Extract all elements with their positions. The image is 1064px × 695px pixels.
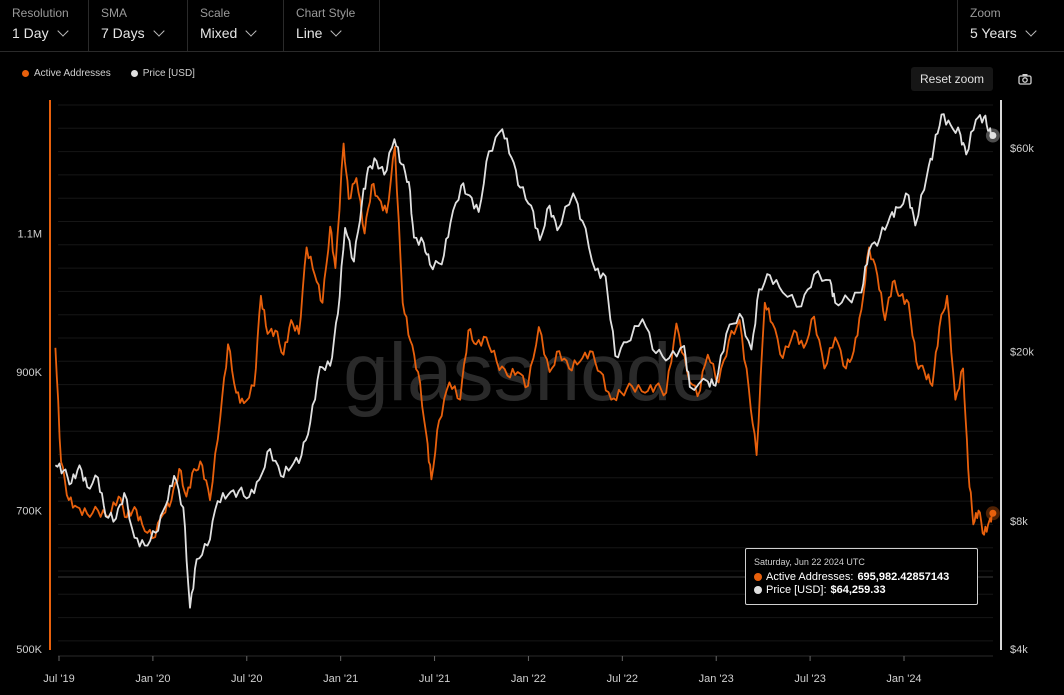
sma-label: SMA [101,6,128,20]
legend-item-active-addresses[interactable]: Active Addresses [22,68,111,79]
toolbar: Resolution 1 Day SMA 7 Days Scale Mixed … [0,0,1064,52]
chart-style-label: Chart Style [296,6,356,20]
camera-icon[interactable] [1018,72,1032,86]
tooltip-active-value: 695,982.42857143 [857,571,950,583]
price-marker [989,132,997,140]
orange-dot-icon [22,70,29,77]
legend: Active Addresses Price [USD] [22,68,195,79]
left-tick-label: 500K [16,644,42,656]
resolution-value: 1 Day [12,25,49,41]
x-tick-label: Jul '22 [607,673,638,685]
grid [58,104,993,642]
tooltip-active-label: Active Addresses: [766,571,854,583]
x-tick-label: Jan '20 [135,673,170,685]
active-marker [989,509,997,517]
scale-value: Mixed [200,25,238,41]
series-lines [54,113,994,609]
zoom-value: 5 Years [970,25,1017,41]
white-dot-icon [130,70,138,77]
scale-dropdown[interactable]: Scale Mixed [188,0,284,51]
x-tick-label: Jan '24 [886,673,921,685]
right-tick-label: $8k [1010,516,1028,528]
chart-style-dropdown[interactable]: Chart Style Line [284,0,380,51]
orange-dot-icon [754,573,762,581]
price-line [54,113,994,609]
tooltip-price-label: Price [USD]: [766,584,827,596]
resolution-label: Resolution [12,6,69,20]
x-tick-label: Jan '23 [699,673,734,685]
legend-label: Active Addresses [34,68,111,79]
left-tick-label: 1.1M [18,229,42,241]
x-tick-label: Jan '22 [511,673,546,685]
tooltip: Saturday, Jun 22 2024 UTC Active Address… [745,548,978,605]
resolution-dropdown[interactable]: Resolution 1 Day [0,0,89,51]
white-dot-icon [754,586,762,594]
zoom-dropdown[interactable]: Zoom 5 Years [957,0,1064,51]
left-tick-label: 700K [16,506,42,518]
tooltip-price-value: $64,259.33 [830,584,886,596]
x-tick-label: Jul '19 [43,673,74,685]
reset-zoom-button[interactable]: Reset zoom [911,67,993,91]
legend-label: Price [USD] [142,68,195,79]
right-tick-label: $20k [1010,346,1034,358]
zoom-label: Zoom [970,6,1001,20]
hover-markers [985,128,1000,521]
sma-value: 7 Days [101,25,145,41]
right-tick-label: $60k [1010,143,1034,155]
sma-dropdown[interactable]: SMA 7 Days [89,0,188,51]
chart-style-value: Line [296,25,323,41]
x-tick-label: Jul '20 [231,673,262,685]
x-tick-label: Jan '21 [323,673,358,685]
left-tick-label: 900K [16,367,42,379]
x-tick-label: Jul '21 [419,673,450,685]
right-tick-label: $4k [1010,644,1028,656]
legend-item-price[interactable]: Price [USD] [130,68,195,79]
x-tick-label: Jul '23 [794,673,825,685]
scale-label: Scale [200,6,231,20]
axes: 500K 700K 900K 1.1M $4k $8k $20k $60k Jul '19 Jan… [16,100,1034,685]
tooltip-date: Saturday, Jun 22 2024 UTC [754,557,865,567]
